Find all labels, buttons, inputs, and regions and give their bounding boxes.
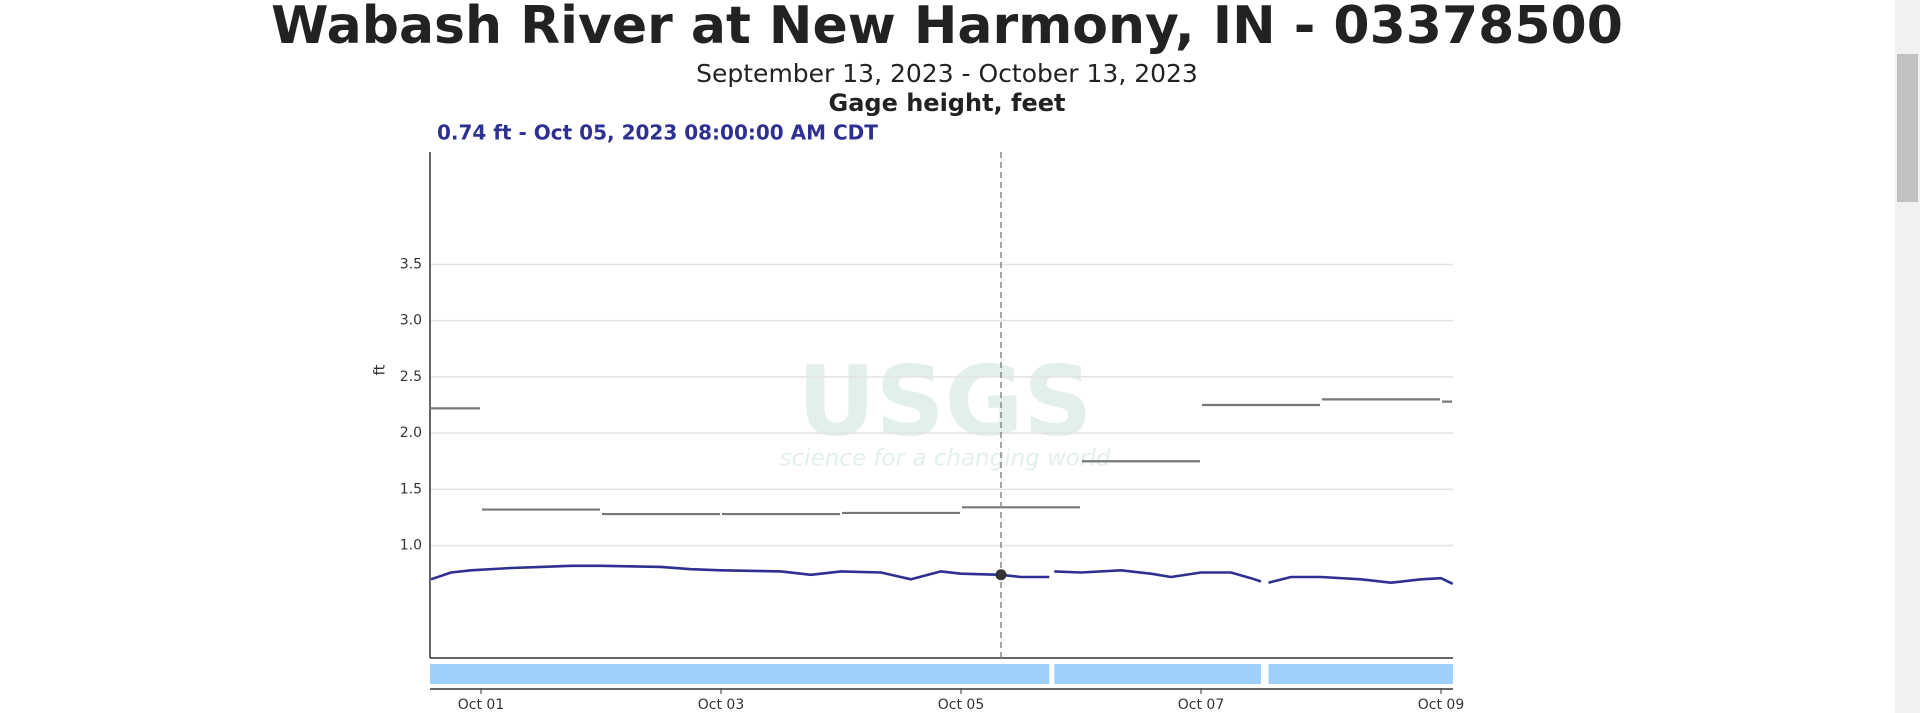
- gage-line: [1054, 569, 1262, 583]
- y-tick-label: 2.0: [400, 425, 422, 441]
- parameter-label: Gage height, feet: [829, 89, 1066, 117]
- y-tick-label: 3.0: [400, 313, 422, 329]
- chart-subtitle: September 13, 2023 - October 13, 2023: [696, 59, 1198, 88]
- watermark-logo: USGS: [797, 345, 1092, 457]
- gage-line: [1268, 575, 1454, 585]
- y-tick-label: 3.5: [400, 256, 422, 272]
- gage-line: [430, 564, 1050, 581]
- hover-point: [995, 569, 1007, 581]
- coverage-bar: [1268, 664, 1453, 684]
- y-tick-label: 2.5: [400, 369, 422, 385]
- watermark-tagline: science for a changing world: [780, 446, 1111, 472]
- x-tick-label: Oct 01: [458, 697, 504, 713]
- coverage-bar: [1054, 664, 1261, 684]
- scrollbar-thumb[interactable]: [1897, 54, 1918, 202]
- chart-title: Wabash River at New Harmony, IN - 033785…: [271, 0, 1623, 56]
- hover-label: 0.74 ft - Oct 05, 2023 08:00:00 AM CDT: [437, 121, 878, 145]
- watermark: USGS science for a changing world: [780, 345, 1111, 471]
- coverage-bar: [430, 664, 1050, 684]
- x-tick-label: Oct 09: [1418, 697, 1464, 713]
- y-tick-label: 1.5: [400, 481, 422, 497]
- x-tick-label: Oct 07: [1178, 697, 1224, 713]
- y-axis-label: ft: [371, 364, 389, 375]
- y-tick-label: 1.0: [400, 538, 422, 554]
- x-tick-label: Oct 05: [938, 697, 984, 713]
- x-tick-label: Oct 03: [698, 697, 744, 713]
